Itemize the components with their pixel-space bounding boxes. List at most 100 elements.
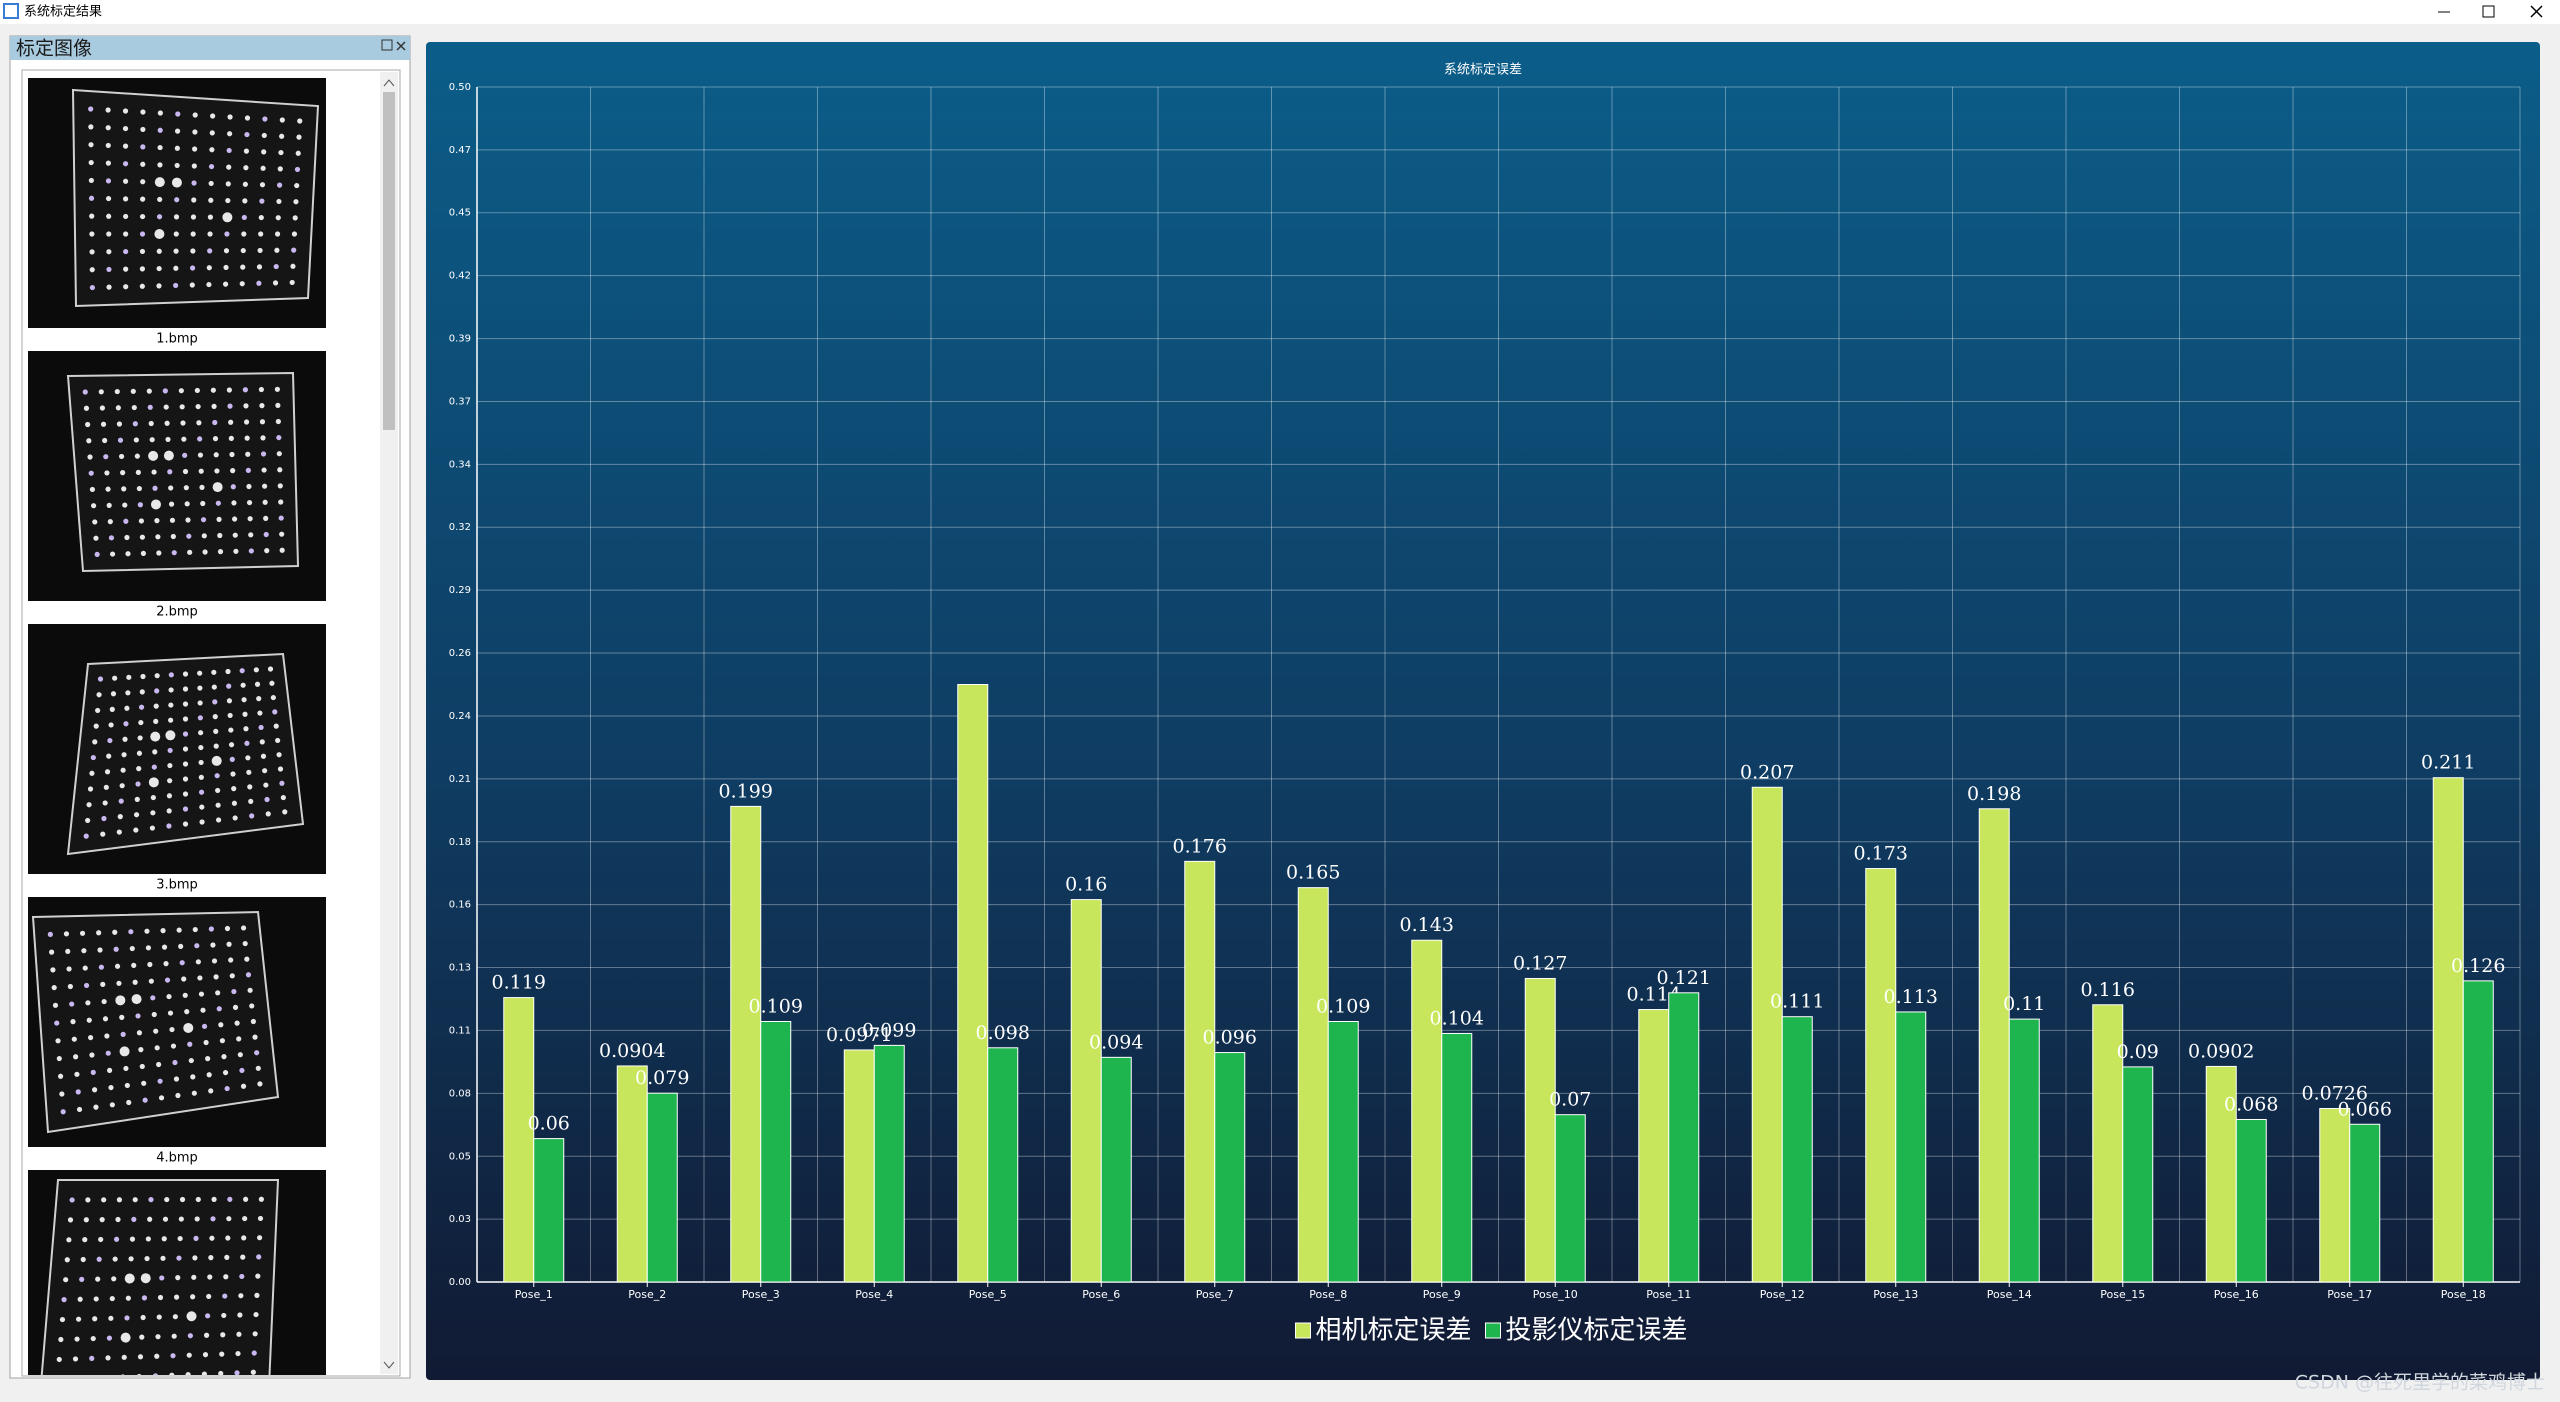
board-dot: [152, 485, 158, 491]
board-dot: [182, 671, 189, 677]
board-dot: [157, 162, 163, 168]
board-dot: [105, 178, 112, 184]
board-dot: [277, 483, 283, 489]
board-dot: [90, 1069, 96, 1075]
scroll-down[interactable]: [383, 1361, 395, 1369]
board-dot: [198, 744, 204, 751]
window-title: 系统标定结果: [24, 5, 102, 20]
maximize-button[interactable]: [2482, 5, 2495, 18]
board-dot: [227, 114, 233, 120]
board-dot: [118, 453, 125, 460]
board-dot: [208, 1255, 214, 1261]
bar: [2235, 1118, 2267, 1283]
board-dot: [135, 1393, 140, 1398]
board-dot: [163, 450, 174, 461]
bar: [1751, 786, 1783, 1283]
board-dot: [174, 197, 180, 203]
board-dot: [178, 1216, 184, 1222]
bar: [1781, 1016, 1813, 1283]
board-dot: [184, 1009, 190, 1015]
board-dot: [181, 976, 187, 982]
board-dot: [109, 551, 116, 557]
board-dot: [56, 1055, 62, 1062]
bar: [2319, 1107, 2351, 1283]
board-dot: [108, 722, 114, 728]
board-dot: [201, 1391, 206, 1396]
board-dot: [217, 1390, 222, 1395]
board-dot: [226, 683, 232, 689]
board-dot: [190, 231, 196, 237]
bar: [1554, 1114, 1586, 1283]
data-label: 0.098: [976, 1022, 1030, 1044]
board-dot: [254, 1292, 260, 1298]
board-dot: [140, 126, 146, 133]
board-dot: [95, 1276, 101, 1282]
board-dot: [289, 279, 295, 286]
bar: [646, 1092, 678, 1283]
board-dot: [180, 420, 186, 426]
board-dot: [179, 404, 185, 410]
board-dot: [150, 731, 161, 742]
board-dot: [138, 719, 144, 726]
board-dot: [132, 979, 138, 985]
close-button[interactable]: [2530, 5, 2543, 18]
board-dot: [183, 1022, 194, 1033]
board-dot: [190, 1294, 196, 1300]
board-dot: [213, 452, 219, 458]
board-dot: [228, 742, 235, 748]
scroll-up[interactable]: [383, 79, 395, 87]
board-dot: [246, 483, 252, 490]
board-dot: [86, 802, 92, 808]
board-dot: [185, 1372, 191, 1375]
x-tick-label: Pose_8: [1309, 1288, 1347, 1301]
board-dot: [116, 421, 123, 427]
board-dot: [213, 743, 219, 749]
panel-close-button[interactable]: [396, 41, 406, 51]
board-dot: [69, 1001, 75, 1007]
board-dot: [115, 405, 121, 411]
board-dot: [199, 484, 205, 490]
board-dot: [218, 1370, 224, 1375]
board-dot: [176, 1255, 182, 1261]
data-label: 0.143: [1400, 914, 1454, 936]
board-dot: [278, 149, 284, 156]
board-dot: [114, 963, 121, 969]
float-button[interactable]: [381, 39, 393, 51]
board-dot: [221, 1312, 227, 1319]
board-dot: [85, 1000, 91, 1006]
legend-swatch: [1295, 1322, 1311, 1339]
board-dot: [92, 519, 98, 525]
board-dot: [130, 388, 136, 394]
board-dot: [182, 791, 189, 797]
board-dot: [126, 674, 132, 680]
board-dot: [236, 1036, 242, 1042]
bar: [1327, 1020, 1359, 1283]
board-dot: [263, 531, 269, 538]
board-dot: [122, 143, 129, 149]
board-dot: [89, 213, 95, 219]
board-dot: [260, 753, 267, 759]
board-dot: [182, 821, 189, 827]
board-dot: [254, 681, 261, 687]
board-dot: [226, 1216, 232, 1222]
board-dot: [145, 945, 152, 951]
board-dot: [264, 796, 270, 803]
board-dot: [168, 687, 174, 693]
scroll-thumb[interactable]: [383, 92, 395, 430]
y-tick-label: 0.26: [449, 648, 471, 659]
board-dot: [259, 198, 265, 204]
board-dot: [109, 706, 115, 712]
board-dot: [239, 1273, 245, 1280]
board-dot: [261, 149, 267, 155]
board-dot: [194, 943, 200, 949]
board-dot: [93, 1296, 99, 1302]
board-dot: [259, 419, 266, 425]
board-dot: [291, 231, 298, 237]
board-dot: [88, 177, 94, 184]
board-dot: [155, 534, 161, 540]
board-dot: [126, 1099, 132, 1106]
board-dot: [79, 930, 86, 936]
board-dot: [124, 705, 130, 711]
board-dot: [247, 516, 253, 522]
